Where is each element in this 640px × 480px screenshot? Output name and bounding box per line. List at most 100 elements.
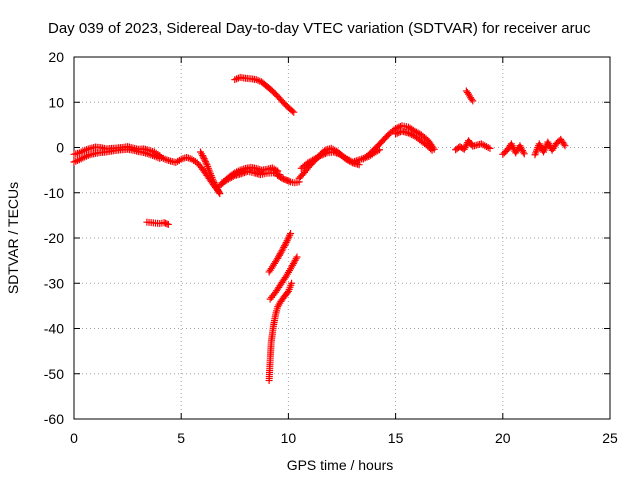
y-axis-label: SDTVAR / TECUs <box>5 182 21 294</box>
series-arc-5 <box>143 218 172 228</box>
data-point <box>404 129 412 137</box>
y-tick-label: 20 <box>48 49 64 65</box>
data-point <box>210 178 218 186</box>
data-point <box>321 150 329 158</box>
x-axis-label: GPS time / hours <box>287 457 394 473</box>
x-tick-label: 10 <box>281 430 297 446</box>
data-point <box>519 147 527 155</box>
x-tick-label: 5 <box>177 430 185 446</box>
data-point <box>293 253 301 261</box>
data-point <box>288 107 296 115</box>
x-tick-label: 15 <box>388 430 404 446</box>
data-point <box>561 142 569 150</box>
series-arc-2 <box>70 145 164 166</box>
data-point <box>517 143 525 151</box>
data-point <box>427 145 435 153</box>
axis-ticks: 0 5 10 15 20 25 -60 -50 -40 -30 -20 -10 0 10 20 <box>44 49 618 446</box>
y-tick-label: -10 <box>44 185 64 201</box>
data-point <box>545 140 553 148</box>
data-point <box>216 190 224 198</box>
data-point <box>200 155 208 163</box>
data-point <box>292 255 300 263</box>
y-tick-label: -20 <box>44 230 64 246</box>
series-arc-19 <box>499 140 528 158</box>
data-point <box>460 145 468 153</box>
series-arc-9 <box>231 73 298 116</box>
data-point <box>276 250 284 258</box>
data-points <box>70 73 569 385</box>
series-arc-8 <box>274 172 303 187</box>
data-point <box>275 251 283 259</box>
series-arc-14 <box>297 148 363 172</box>
series-arc-11 <box>266 253 301 303</box>
data-point <box>355 161 363 169</box>
x-tick-label: 25 <box>602 430 618 446</box>
grid <box>74 57 610 419</box>
data-point <box>281 242 289 250</box>
data-point <box>320 150 328 158</box>
data-point <box>461 144 469 152</box>
series-arc-6 <box>216 163 282 190</box>
data-point <box>199 152 207 160</box>
data-point <box>520 150 528 158</box>
data-point <box>287 229 295 237</box>
data-point <box>428 146 436 154</box>
data-point <box>518 145 526 153</box>
data-point <box>315 153 323 161</box>
data-point <box>516 142 524 150</box>
data-point <box>486 144 494 152</box>
y-tick-label: -40 <box>44 321 64 337</box>
data-point <box>317 152 325 160</box>
data-point <box>392 130 400 138</box>
data-point <box>199 153 207 161</box>
data-point <box>395 129 403 137</box>
data-point <box>201 158 209 166</box>
series-arc-16 <box>392 127 436 154</box>
data-point <box>274 254 282 262</box>
data-point <box>215 188 223 196</box>
data-point <box>560 140 568 148</box>
data-point <box>318 151 326 159</box>
data-point <box>535 140 543 148</box>
data-point <box>202 159 210 167</box>
data-point <box>290 108 298 116</box>
series-arc-20 <box>531 135 569 159</box>
data-point <box>462 142 470 150</box>
data-point <box>275 253 283 261</box>
data-point <box>469 97 477 105</box>
data-point <box>163 220 171 228</box>
data-point <box>183 153 191 161</box>
series-arc-7 <box>218 167 284 187</box>
data-point <box>536 142 544 150</box>
series-arc-12 <box>265 279 296 385</box>
data-point <box>279 245 287 253</box>
series-arc-17 <box>462 87 477 105</box>
data-point <box>281 240 289 248</box>
y-tick-label: 10 <box>48 94 64 110</box>
data-point <box>285 177 293 185</box>
data-point <box>468 95 476 103</box>
y-tick-label: 0 <box>56 140 64 156</box>
series-arc-18 <box>452 137 494 154</box>
data-point <box>229 172 237 180</box>
data-point <box>347 158 355 166</box>
data-point <box>484 144 492 151</box>
series-arc-4 <box>196 148 224 198</box>
data-point <box>277 248 285 256</box>
data-point <box>233 75 241 83</box>
data-point <box>408 131 416 139</box>
y-tick-label: -60 <box>44 411 64 427</box>
data-point <box>280 243 288 251</box>
series-arc-10 <box>265 229 295 276</box>
data-point <box>201 156 209 164</box>
x-tick-label: 20 <box>495 430 511 446</box>
data-point <box>406 130 414 138</box>
data-point <box>393 129 401 137</box>
y-tick-label: -50 <box>44 366 64 382</box>
chart-title: Day 039 of 2023, Sidereal Day-to-day VTE… <box>48 20 591 37</box>
data-point <box>519 148 527 156</box>
data-point <box>209 177 217 185</box>
data-point <box>278 247 286 255</box>
x-tick-label: 0 <box>70 430 78 446</box>
